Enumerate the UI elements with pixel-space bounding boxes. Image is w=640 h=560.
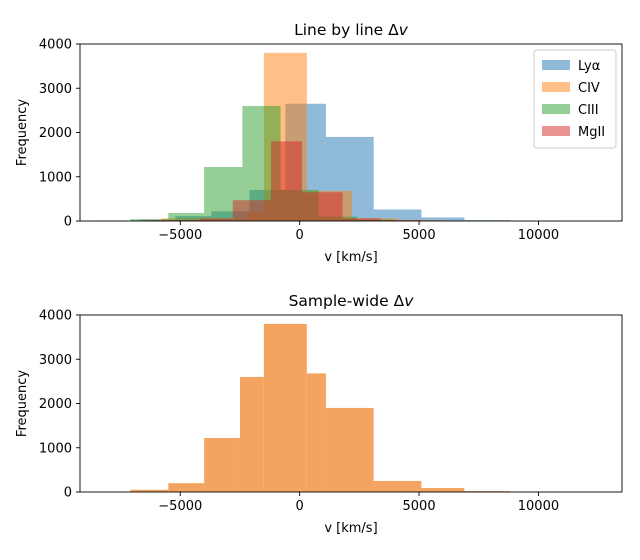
- y-tick-label: 3000: [39, 82, 72, 97]
- bar-mgii-3: [271, 141, 303, 221]
- legend-swatch-mgii: [542, 126, 570, 136]
- y-tick-label: 0: [64, 486, 72, 501]
- legend-label-lyα: Lyα: [578, 59, 600, 74]
- legend-label-ciii: CIII: [578, 103, 599, 118]
- y-axis-label: Frequency: [15, 99, 30, 166]
- bar-lyα-7: [373, 209, 422, 221]
- bar-series-6: [306, 373, 326, 492]
- x-tick-label: 0: [296, 228, 304, 243]
- bar-ciii-1: [130, 219, 169, 221]
- bar-series-7: [325, 407, 374, 492]
- y-tick-label: 2000: [39, 126, 72, 141]
- bar-mgii-4: [302, 192, 343, 221]
- x-tick-label: 0: [296, 499, 304, 514]
- histogram-bars: [91, 323, 558, 492]
- bar-series-8: [373, 480, 422, 492]
- legend-swatch-lyα: [542, 60, 570, 70]
- y-axis-label: Frequency: [15, 370, 30, 437]
- bar-ciii-2: [168, 213, 205, 221]
- legend-label-civ: CIV: [578, 81, 600, 96]
- chart-title: Line by line Δv: [294, 21, 409, 39]
- x-tick-label: −5000: [158, 228, 202, 243]
- x-tick-label: −5000: [158, 499, 202, 514]
- x-axis-label: v [km/s]: [324, 521, 377, 536]
- x-tick-label: 10000: [518, 228, 559, 243]
- bar-series-4: [239, 376, 264, 492]
- y-tick-label: 1000: [39, 170, 72, 185]
- bar-lyα-8: [421, 217, 465, 221]
- legend-swatch-ciii: [542, 104, 570, 114]
- x-tick-label: 10000: [518, 499, 559, 514]
- y-tick-label: 4000: [39, 309, 72, 324]
- bar-mgii-1: [199, 218, 233, 221]
- bar-mgii-2: [232, 200, 272, 221]
- legend: Lyα CIV CIII MgII: [533, 49, 617, 149]
- x-tick-label: 5000: [403, 228, 436, 243]
- bar-series-9: [421, 488, 465, 492]
- legend-label-mgii: MgII: [578, 125, 605, 140]
- bar-mgii-5: [342, 218, 381, 221]
- bar-series-3: [204, 438, 240, 492]
- chart-panel-1: −5000 0 5000 10000 0 1000 2000 3000 4000 Line by …: [15, 21, 623, 265]
- bar-series-1: [130, 489, 169, 492]
- chart-title: Sample-wide Δv: [289, 292, 415, 310]
- x-axis-label: v [km/s]: [324, 250, 377, 265]
- y-tick-label: 1000: [39, 441, 72, 456]
- x-tick-label: 5000: [403, 499, 436, 514]
- chart-panel-2: −5000 0 5000 10000 0 1000 2000 3000 4000 Sample-w…: [15, 292, 623, 536]
- bar-series-2: [168, 483, 205, 492]
- legend-box: [533, 49, 617, 149]
- y-tick-label: 0: [64, 215, 72, 230]
- legend-swatch-civ: [542, 82, 570, 92]
- bar-series-5: [263, 323, 307, 492]
- y-tick-label: 3000: [39, 353, 72, 368]
- histogram-bars: [91, 52, 577, 221]
- y-tick-label: 2000: [39, 397, 72, 412]
- y-tick-label: 4000: [39, 38, 72, 53]
